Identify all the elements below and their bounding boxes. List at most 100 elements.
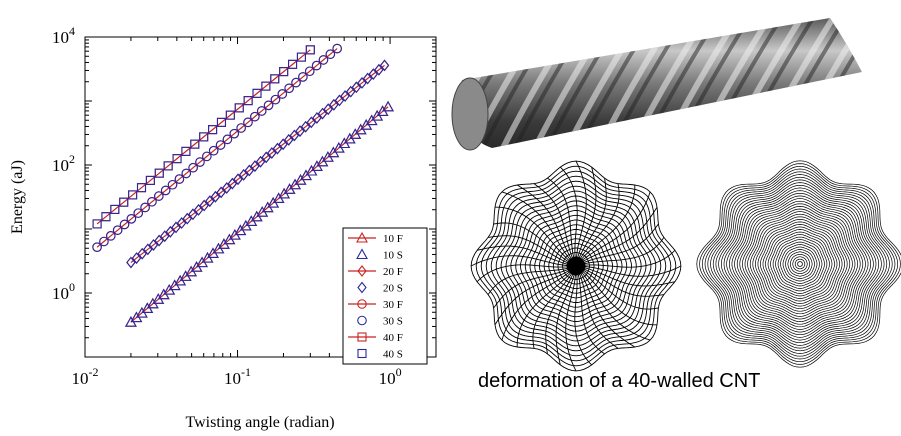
series-20-S-point <box>160 230 170 243</box>
series-20-S-point <box>312 112 322 124</box>
series-20-S-point <box>289 129 300 142</box>
series-40-S-point <box>181 146 191 156</box>
series-30-S-point <box>174 174 185 184</box>
series-40 <box>92 45 315 229</box>
series-20-S-point <box>334 94 345 107</box>
series-30-S-point <box>147 196 157 207</box>
legend-marker <box>357 281 367 294</box>
legend-entry: 20 F <box>348 265 403 278</box>
series-20-S-point <box>317 107 328 120</box>
series-30-S-point <box>181 168 192 179</box>
series-20-S-point <box>222 182 232 194</box>
series-30-S-point <box>188 162 198 173</box>
series-30-S-point <box>126 214 137 224</box>
series-20-S-point <box>216 186 226 199</box>
series-20-S-point <box>261 151 271 164</box>
series-20-S-point <box>244 164 254 177</box>
series-20-S-point <box>357 77 367 89</box>
series-20-S-point <box>278 138 288 151</box>
cross-section-mesh <box>470 160 682 372</box>
series-40-S-point <box>305 45 315 55</box>
series-20-S-point <box>340 90 350 102</box>
legend-entry: 10 F <box>348 231 403 245</box>
series-30-S-point <box>208 145 219 156</box>
x-tick-label: 10-1 <box>224 365 251 388</box>
series-30-S-point <box>92 242 102 252</box>
y-tick-label: 100 <box>52 280 75 303</box>
series-20-S-point <box>362 72 373 85</box>
series-40-S-point <box>216 117 227 127</box>
series-30-S-point <box>112 225 123 235</box>
series-40-S-point <box>154 168 164 178</box>
legend: 10 F 10 S 20 F 20 S 30 F 30 S 40 F 40 S <box>342 227 428 365</box>
series-30-S-point <box>284 83 294 94</box>
series-10 <box>124 100 394 327</box>
series-20-S-point <box>255 155 266 168</box>
series-30-S-point <box>195 157 205 167</box>
series-40-S-point <box>208 125 218 135</box>
legend-label: 10 S <box>383 250 403 262</box>
series-40-S-point <box>252 88 262 98</box>
series-40-S-point <box>119 197 129 207</box>
series-30-S-point <box>270 94 281 105</box>
series-20-S-point <box>379 59 390 72</box>
legend-label: 20 S <box>383 283 403 295</box>
series-10-S-point <box>382 100 394 112</box>
legend-label: 30 S <box>383 316 403 328</box>
series-30-S-point <box>318 55 329 65</box>
series-30-S-point <box>291 77 301 88</box>
series-30-S-point <box>119 219 130 230</box>
series-20-S-point <box>329 98 339 111</box>
series-40-S-point <box>172 154 182 164</box>
series-20-S-point <box>300 120 311 133</box>
series-20-S-point <box>295 125 305 137</box>
legend-entry: 10 S <box>356 248 403 262</box>
series-40-S-point <box>110 204 120 214</box>
legend-entry: 30 S <box>357 315 403 328</box>
series-20-S-point <box>374 63 384 76</box>
series-30-S-point <box>229 128 240 139</box>
series-40-S-point <box>270 74 280 84</box>
series-30-S-point <box>222 134 233 145</box>
legend-marker <box>357 315 367 326</box>
series-20-S-point <box>131 252 142 264</box>
series-30-S-point <box>243 117 253 128</box>
legend-entry: 30 F <box>348 299 403 311</box>
series-20-S-point <box>126 256 136 269</box>
series-20-S-point <box>165 225 176 238</box>
series-40-S-point <box>261 81 271 91</box>
series-20-S-point <box>227 177 238 190</box>
series-20-S-point <box>171 221 181 234</box>
y-tick-label: 102 <box>52 152 75 175</box>
series-30-S-point <box>325 49 336 60</box>
series-40-S-point <box>128 190 138 200</box>
series-30-S-point <box>311 60 322 71</box>
legend-label: 40 F <box>383 332 403 344</box>
series-20-S-point <box>306 116 316 129</box>
legend-marker <box>357 348 367 359</box>
series-20-S-point <box>199 199 209 212</box>
series-30-S-point <box>263 100 274 111</box>
legend-marker <box>357 265 367 277</box>
series-30-S-point <box>236 123 246 133</box>
series-40-S-point <box>190 139 200 149</box>
series-20 <box>126 59 390 269</box>
series-30-S-point <box>105 231 116 241</box>
series-40-S-point <box>199 132 209 142</box>
series-20-S-point <box>238 168 249 181</box>
series-30-S-point <box>99 236 109 247</box>
series-20-S-point <box>272 142 283 155</box>
series-20-S-point <box>188 208 198 221</box>
legend-box <box>342 227 428 365</box>
series-30-S-point <box>160 185 171 196</box>
series-20-S-point <box>368 68 378 81</box>
legend-label: 30 F <box>383 299 403 311</box>
x-axis-label: Twisting angle (radian) <box>185 414 334 431</box>
series-20-S-point <box>176 217 187 229</box>
legend-label: 40 S <box>383 349 403 361</box>
y-axis-label: Energy (aJ) <box>9 160 26 234</box>
series-40-S-point <box>234 103 244 113</box>
series-40-S-point <box>92 219 102 229</box>
series-20-S-point <box>182 212 192 225</box>
